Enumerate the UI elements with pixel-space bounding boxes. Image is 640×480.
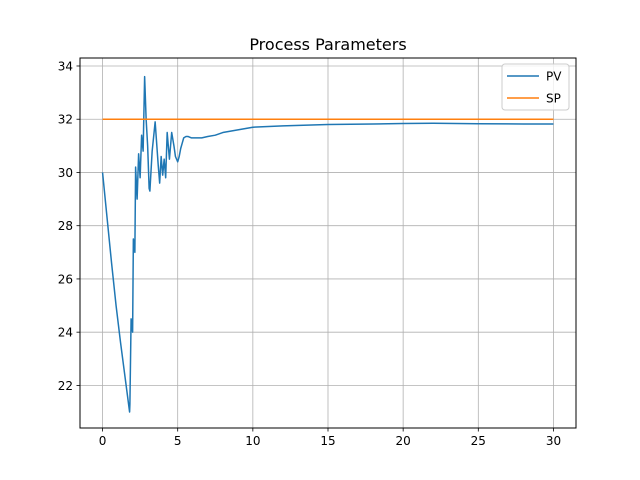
- tick-layer: 0 5 10 15 20 25 30 22 24 26 28 30 32 34: [58, 59, 561, 448]
- y-tick-label: 30: [58, 166, 73, 180]
- y-tick-label: 28: [58, 219, 73, 233]
- y-tick-label: 22: [58, 379, 73, 393]
- chart-title: Process Parameters: [249, 35, 406, 54]
- x-tick-label: 5: [174, 434, 182, 448]
- legend-label-pv: PV: [546, 70, 562, 84]
- x-tick-label: 30: [546, 434, 561, 448]
- x-tick-label: 15: [320, 434, 335, 448]
- series-line-pv: [101, 75, 554, 413]
- y-tick-label: 34: [58, 59, 73, 73]
- x-tick-label: 0: [99, 434, 107, 448]
- y-tick-label: 26: [58, 272, 73, 286]
- series-layer: [101, 75, 554, 413]
- x-tick-label: 20: [396, 434, 411, 448]
- x-tick-label: 25: [471, 434, 486, 448]
- legend: PV SP: [501, 63, 570, 111]
- legend-label-sp: SP: [546, 92, 561, 106]
- y-tick-label: 32: [58, 113, 73, 127]
- legend-items: PV SP: [507, 70, 562, 106]
- y-tick-label: 24: [58, 326, 73, 340]
- x-tick-label: 10: [245, 434, 260, 448]
